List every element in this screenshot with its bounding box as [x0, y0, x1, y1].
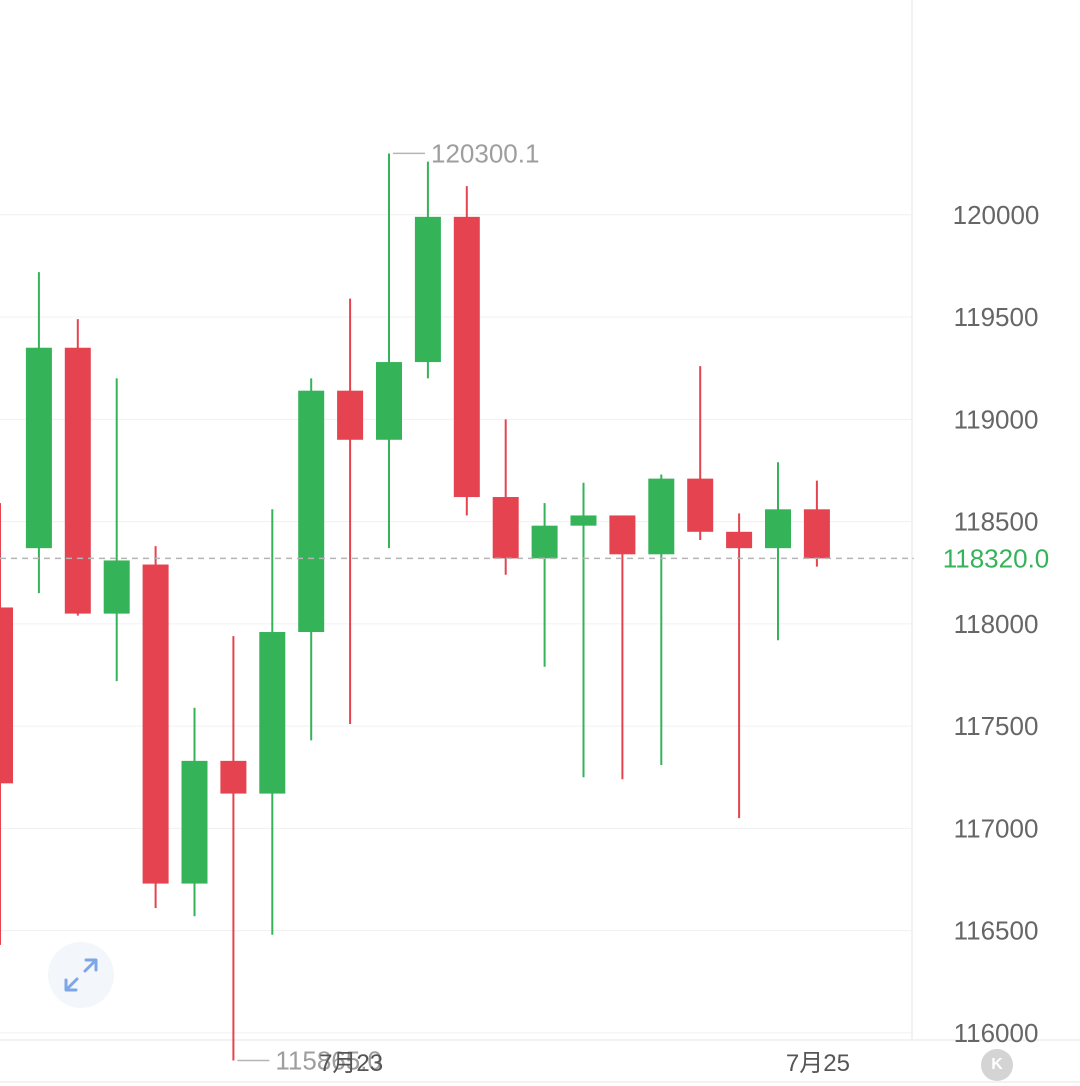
candle: [259, 509, 286, 935]
y-tick-label: 118500: [954, 507, 1039, 537]
current-price-bg: [914, 540, 1080, 577]
candle: [648, 474, 675, 765]
expand-arrows-icon: [64, 958, 98, 992]
y-tick-label: 120000: [953, 200, 1040, 230]
k-line-button[interactable]: K: [981, 1049, 1013, 1081]
high-price-label: 120300.1: [431, 138, 539, 168]
candle: [0, 503, 13, 945]
current-price-label: 118320.0: [943, 543, 1050, 573]
candle-body: [803, 509, 830, 559]
annotation-layer: 118320.0 120300.1 115865.0: [0, 138, 1080, 1075]
candle: [570, 482, 597, 778]
candle-body: [0, 607, 13, 784]
candle: [492, 419, 519, 575]
candle: [103, 378, 130, 682]
candle-body: [687, 478, 714, 532]
candle-body: [609, 515, 636, 555]
candle: [64, 319, 91, 616]
candle: [609, 515, 636, 780]
candle-body: [376, 362, 402, 440]
candle: [181, 707, 208, 917]
y-tick-label: 118000: [954, 609, 1039, 639]
candle: [765, 462, 791, 641]
y-tick-label: 117000: [954, 813, 1039, 843]
y-tick-label: 116500: [954, 916, 1039, 946]
candle-body: [181, 760, 208, 884]
candle-body: [648, 478, 675, 555]
candle: [337, 298, 364, 725]
x-tick-label: 7月25: [786, 1050, 850, 1077]
expand-button[interactable]: [48, 942, 114, 1008]
candle: [220, 636, 247, 1061]
x-tick-label: 7月23: [319, 1050, 383, 1077]
candle-body: [492, 497, 519, 559]
candle: [531, 503, 558, 667]
candle-body: [765, 509, 791, 549]
candle-body: [337, 390, 364, 440]
candle-body: [142, 564, 169, 884]
candle-body: [220, 760, 247, 794]
candle-body: [64, 347, 91, 614]
candle: [453, 186, 480, 516]
y-tick-label: 119500: [954, 302, 1039, 332]
candle: [142, 546, 169, 909]
candle-body: [453, 216, 480, 498]
y-tick-label: 116000: [954, 1018, 1039, 1048]
candle-body: [570, 515, 597, 526]
low-price-label: 115865.0: [275, 1045, 382, 1075]
candle-body: [25, 347, 52, 549]
candle: [25, 272, 52, 594]
candle: [803, 480, 830, 567]
candle: [376, 153, 402, 549]
candle: [687, 366, 714, 540]
candle-body: [726, 531, 753, 549]
candle-layer: [0, 153, 830, 1061]
axis-layer: 120000 119500 119000 118500 118000 117500 1170…: [319, 200, 1039, 1077]
candle: [726, 513, 753, 819]
candle-body: [298, 390, 325, 633]
y-tick-label: 119000: [954, 404, 1039, 434]
candle-body: [259, 632, 286, 794]
k-line-button-label: K: [991, 1056, 1003, 1073]
candle-body: [414, 216, 441, 363]
candle: [414, 161, 441, 379]
candle-body: [531, 525, 558, 559]
candle: [298, 378, 325, 741]
candle-body: [103, 560, 130, 614]
y-tick-label: 117500: [954, 711, 1039, 741]
